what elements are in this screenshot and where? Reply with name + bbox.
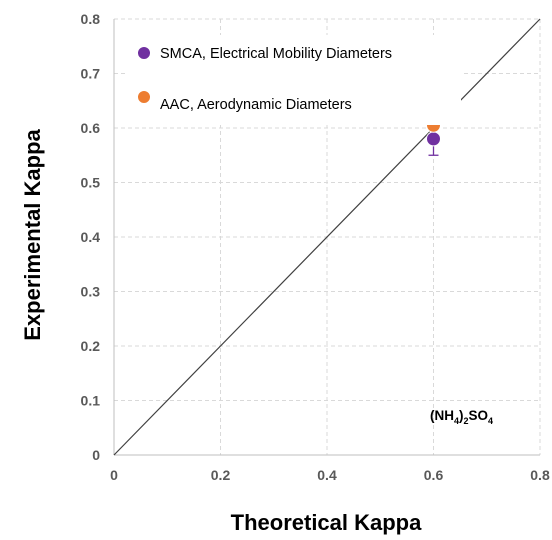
legend-box: [126, 35, 461, 125]
one-to-one-line-path: [113, 18, 541, 456]
legend-label: AAC, Aerodynamic Diameters: [160, 97, 352, 113]
legend: SMCA, Electrical Mobility Diameters AAC, …: [126, 35, 461, 125]
y-tick-label: 0.4: [81, 229, 101, 245]
y-tick-label: 0: [92, 447, 100, 463]
annotation-ammonium-sulfate: (NH4)2SO4: [430, 408, 493, 426]
y-tick-label: 0.2: [81, 338, 101, 354]
x-tick-label: 0.6: [424, 467, 444, 483]
legend-label: SMCA, Electrical Mobility Diameters: [160, 46, 392, 62]
y-tick-label: 0.7: [81, 66, 101, 82]
y-tick-label: 0.6: [81, 120, 101, 136]
legend-marker: [137, 90, 151, 104]
one-to-one-line: [113, 18, 541, 456]
y-tick-label: 0.5: [81, 175, 101, 191]
x-tick-label: 0.4: [317, 467, 337, 483]
x-tick-label: 0.2: [211, 467, 231, 483]
x-axis-title: Theoretical Kappa: [231, 510, 422, 535]
data-point-smca: [426, 131, 441, 147]
x-tick-label: 0: [110, 467, 118, 483]
y-tick-label: 0.8: [81, 11, 101, 27]
axes: [113, 19, 540, 456]
y-tick-label: 0.3: [81, 284, 101, 300]
y-axis-title: Experimental Kappa: [20, 128, 45, 340]
x-tick-label: 0.8: [530, 467, 550, 483]
legend-marker: [137, 46, 151, 60]
y-tick-label: 0.1: [81, 393, 101, 409]
tick-labels: 0 0.1 0.2 0.3 0.4 0.5 0.6 0.7 0.8 0 0.2 0.4 0.6 0.8: [81, 11, 550, 483]
